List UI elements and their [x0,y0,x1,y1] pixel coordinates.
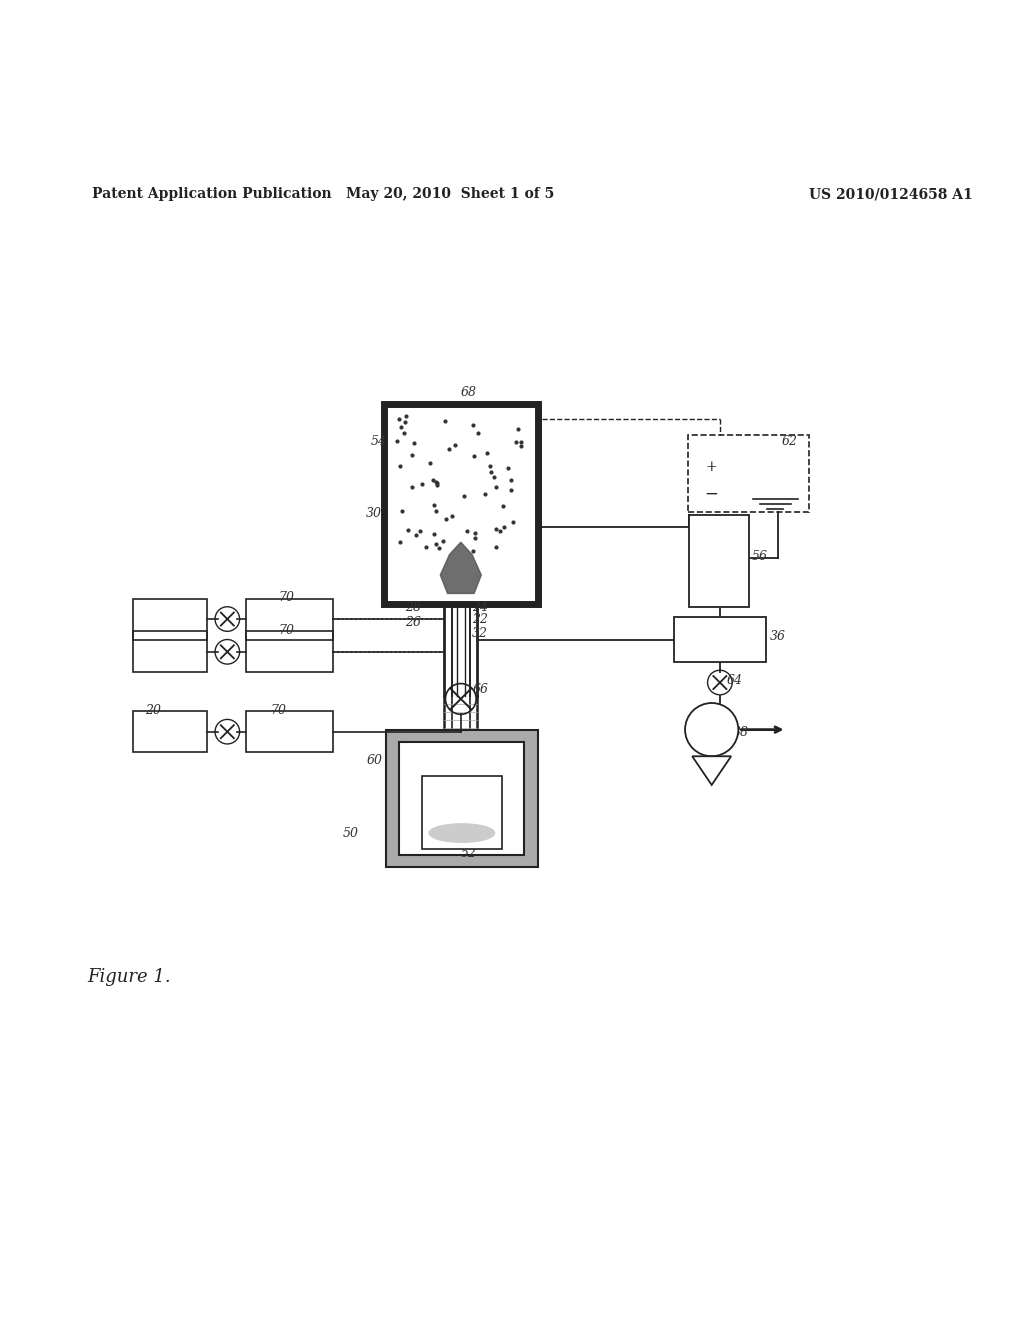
FancyBboxPatch shape [399,742,524,854]
Text: May 20, 2010  Sheet 1 of 5: May 20, 2010 Sheet 1 of 5 [346,187,555,201]
Text: −: − [705,486,719,503]
Text: 32: 32 [472,627,488,640]
Text: 30: 30 [366,507,382,520]
Text: 52: 52 [461,846,477,859]
Text: Figure 1.: Figure 1. [87,969,171,986]
FancyBboxPatch shape [386,730,538,867]
FancyBboxPatch shape [384,404,538,603]
Text: US 2010/0124658 A1: US 2010/0124658 A1 [809,187,973,201]
Text: 26: 26 [406,616,422,630]
Text: 62: 62 [781,436,798,447]
Circle shape [685,704,738,756]
FancyBboxPatch shape [689,515,749,607]
Text: 60: 60 [367,755,383,767]
Text: 66: 66 [473,682,489,696]
Text: 20: 20 [145,705,162,717]
Text: 64: 64 [727,673,743,686]
Text: 68: 68 [461,385,477,399]
Polygon shape [440,543,481,594]
Text: 22: 22 [472,612,488,626]
Polygon shape [692,756,731,785]
Text: 36: 36 [770,630,786,643]
Text: 70: 70 [270,705,287,717]
Text: +: + [706,461,718,474]
Text: 28: 28 [406,601,422,614]
Text: 54: 54 [371,436,387,447]
FancyBboxPatch shape [674,616,766,663]
Text: 50: 50 [343,828,359,840]
Ellipse shape [429,824,495,842]
Text: 70: 70 [279,590,295,603]
Text: 38: 38 [733,726,750,739]
Text: 56: 56 [752,549,768,562]
Text: Patent Application Publication: Patent Application Publication [92,187,332,201]
Text: 70: 70 [279,624,295,638]
FancyBboxPatch shape [422,776,502,850]
Text: 24: 24 [472,601,488,614]
FancyBboxPatch shape [688,434,809,512]
